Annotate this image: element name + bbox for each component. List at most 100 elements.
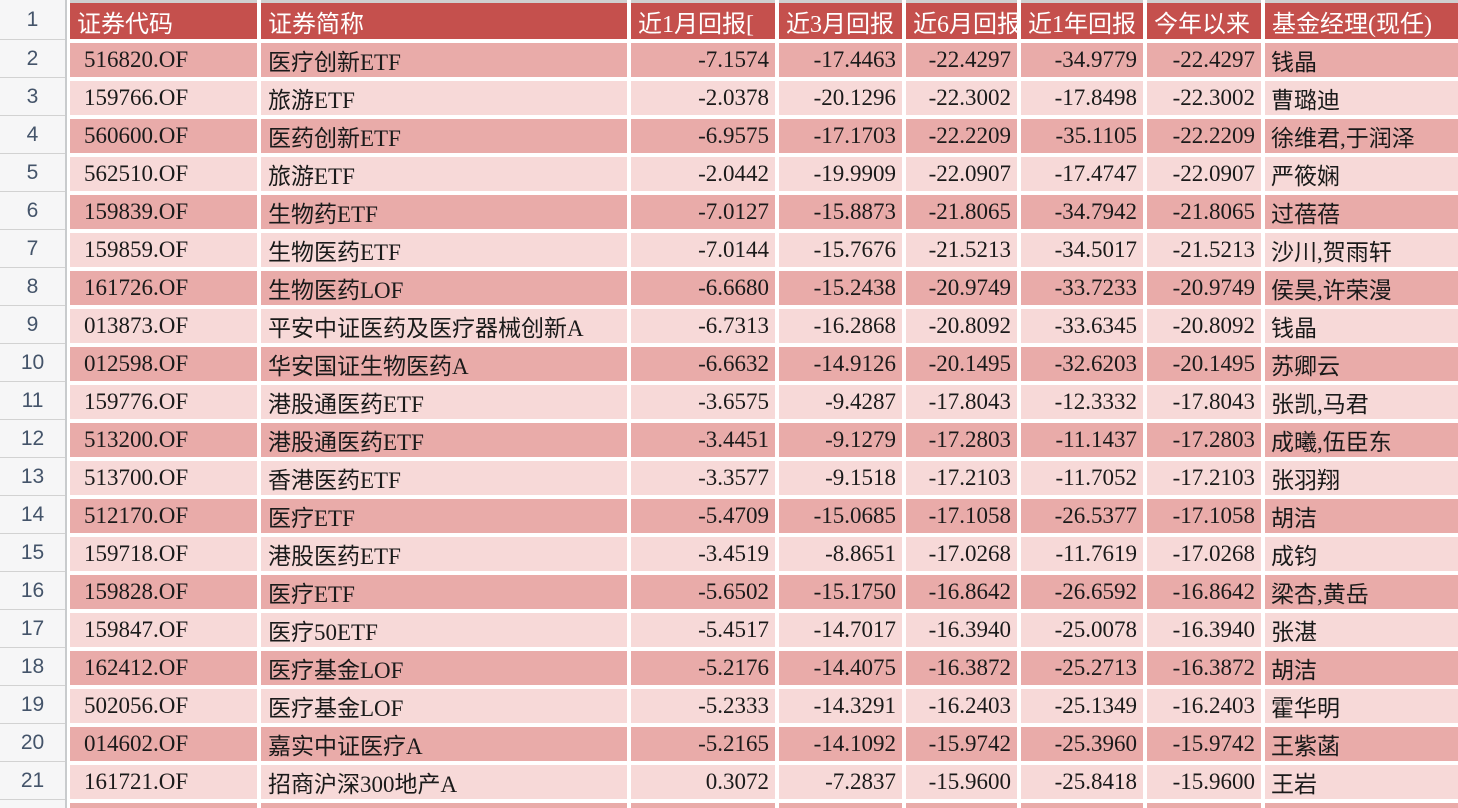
cell-code[interactable]: 161721.OF (70, 765, 257, 799)
cell-return-1y[interactable]: -25.3960 (1021, 727, 1143, 761)
cell-return-1y[interactable]: -26.5377 (1021, 499, 1143, 533)
cell-return-6m[interactable]: -17.1058 (906, 499, 1017, 533)
cell-code[interactable]: 513700.OF (70, 461, 257, 495)
cell-manager[interactable]: 梁杏,黄岳 (1265, 575, 1458, 609)
cell-return-ytd[interactable]: -20.1495 (1147, 347, 1261, 381)
cell-manager[interactable]: 侯昊,许荣漫 (1265, 271, 1458, 305)
cell-return-6m[interactable]: -16.2403 (906, 689, 1017, 723)
cell-return-3m[interactable]: -14.3291 (779, 689, 902, 723)
cell-name[interactable]: 华安国证生物医药A (261, 347, 627, 381)
cell-return-6m[interactable]: -20.8092 (906, 309, 1017, 343)
row-number[interactable]: 8 (0, 268, 65, 306)
cell-manager[interactable]: 胡洁 (1265, 499, 1458, 533)
cell-manager[interactable]: 苏卿云 (1265, 347, 1458, 381)
cell-return-1y[interactable] (1021, 803, 1143, 808)
cell-manager[interactable]: 过蓓蓓 (1265, 195, 1458, 229)
cell-return-ytd[interactable]: -17.1058 (1147, 499, 1261, 533)
header-cell-return-1y[interactable]: 近1年回报 (1021, 3, 1143, 39)
row-number[interactable]: 14 (0, 496, 65, 534)
cell-code[interactable]: 159859.OF (70, 233, 257, 267)
row-number[interactable] (0, 800, 65, 808)
cell-return-ytd[interactable]: -17.2803 (1147, 423, 1261, 457)
row-number[interactable]: 3 (0, 78, 65, 116)
cell-return-1y[interactable]: -11.7052 (1021, 461, 1143, 495)
cell-manager[interactable]: 严筱娴 (1265, 157, 1458, 191)
cell-return-6m[interactable]: -21.8065 (906, 195, 1017, 229)
cell-return-1m[interactable]: -5.2176 (631, 651, 775, 685)
cell-return-1y[interactable]: -33.7233 (1021, 271, 1143, 305)
cell-code[interactable]: 161726.OF (70, 271, 257, 305)
cell-return-3m[interactable]: -20.1296 (779, 81, 902, 115)
row-number[interactable]: 21 (0, 762, 65, 800)
cell-return-6m[interactable]: -20.1495 (906, 347, 1017, 381)
cell-return-1y[interactable]: -34.5017 (1021, 233, 1143, 267)
cell-return-ytd[interactable]: -16.3940 (1147, 613, 1261, 647)
cell-code[interactable]: 159828.OF (70, 575, 257, 609)
cell-return-1m[interactable]: -2.0378 (631, 81, 775, 115)
cell-return-1m[interactable]: -5.4709 (631, 499, 775, 533)
cell-return-3m[interactable]: -19.9909 (779, 157, 902, 191)
cell-return-1m[interactable]: -3.6575 (631, 385, 775, 419)
cell-name[interactable]: 医药创新ETF (261, 119, 627, 153)
header-cell-return-6m[interactable]: 近6月回报 (906, 3, 1017, 39)
cell-return-ytd[interactable]: -21.8065 (1147, 195, 1261, 229)
cell-code[interactable]: 013873.OF (70, 309, 257, 343)
cell-manager[interactable]: 曹璐迪 (1265, 81, 1458, 115)
cell-return-1m[interactable]: -7.0127 (631, 195, 775, 229)
cell-return-ytd[interactable]: -17.2103 (1147, 461, 1261, 495)
cell-code[interactable]: 502056.OF (70, 689, 257, 723)
cell-return-1y[interactable]: -25.2713 (1021, 651, 1143, 685)
cell-name[interactable]: 招商沪深300地产A (261, 765, 627, 799)
cell-name[interactable]: 生物医药ETF (261, 233, 627, 267)
cell-return-1m[interactable]: -5.2333 (631, 689, 775, 723)
cell-manager[interactable]: 王岩 (1265, 765, 1458, 799)
cell-return-ytd[interactable]: -16.3872 (1147, 651, 1261, 685)
header-cell-return-ytd[interactable]: 今年以来 (1147, 3, 1261, 39)
cell-return-6m[interactable]: -22.2209 (906, 119, 1017, 153)
row-number[interactable]: 11 (0, 382, 65, 420)
header-cell-return-1m[interactable]: 近1月回报[ (631, 3, 775, 39)
cell-return-1y[interactable]: -17.4747 (1021, 157, 1143, 191)
cell-name[interactable]: 生物医药LOF (261, 271, 627, 305)
cell-return-ytd[interactable]: -20.8092 (1147, 309, 1261, 343)
cell-manager[interactable]: 张湛 (1265, 613, 1458, 647)
cell-return-1m[interactable]: -7.0144 (631, 233, 775, 267)
row-number[interactable]: 16 (0, 572, 65, 610)
cell-return-1m[interactable]: -3.3577 (631, 461, 775, 495)
cell-return-1y[interactable]: -32.6203 (1021, 347, 1143, 381)
cell-return-ytd[interactable]: -15.9600 (1147, 765, 1261, 799)
cell-name[interactable]: 香港医药ETF (261, 461, 627, 495)
cell-code[interactable]: 159766.OF (70, 81, 257, 115)
header-cell-name[interactable]: 证券简称 (261, 3, 627, 39)
cell-return-1y[interactable]: -35.1105 (1021, 119, 1143, 153)
cell-manager[interactable]: 钱晶 (1265, 43, 1458, 77)
cell-manager[interactable]: 钱晶 (1265, 309, 1458, 343)
cell-code[interactable]: 014602.OF (70, 727, 257, 761)
cell-code[interactable]: 159718.OF (70, 537, 257, 571)
cell-return-1y[interactable]: -12.3332 (1021, 385, 1143, 419)
cell-return-1m[interactable]: -5.4517 (631, 613, 775, 647)
cell-manager[interactable] (1265, 803, 1458, 808)
cell-return-1y[interactable]: -25.1349 (1021, 689, 1143, 723)
cell-manager[interactable]: 张凯,马君 (1265, 385, 1458, 419)
cell-manager[interactable]: 徐维君,于润泽 (1265, 119, 1458, 153)
row-number[interactable]: 17 (0, 610, 65, 648)
row-number[interactable]: 20 (0, 724, 65, 762)
cell-return-3m[interactable]: -15.1750 (779, 575, 902, 609)
cell-return-1m[interactable]: -3.4451 (631, 423, 775, 457)
cell-name[interactable]: 旅游ETF (261, 157, 627, 191)
cell-name[interactable]: 医疗ETF (261, 575, 627, 609)
cell-name[interactable]: 港股医药ETF (261, 537, 627, 571)
cell-return-1y[interactable]: -11.1437 (1021, 423, 1143, 457)
row-number[interactable]: 4 (0, 116, 65, 154)
cell-return-1m[interactable]: -2.0442 (631, 157, 775, 191)
cell-return-3m[interactable]: -17.1703 (779, 119, 902, 153)
cell-return-ytd[interactable]: -20.9749 (1147, 271, 1261, 305)
cell-return-1y[interactable]: -34.7942 (1021, 195, 1143, 229)
cell-return-ytd[interactable]: -17.0268 (1147, 537, 1261, 571)
cell-return-6m[interactable]: -20.9749 (906, 271, 1017, 305)
cell-return-1m[interactable]: -7.1574 (631, 43, 775, 77)
cell-return-1y[interactable]: -26.6592 (1021, 575, 1143, 609)
cell-code[interactable]: 159839.OF (70, 195, 257, 229)
cell-return-1m[interactable]: -3.4519 (631, 537, 775, 571)
